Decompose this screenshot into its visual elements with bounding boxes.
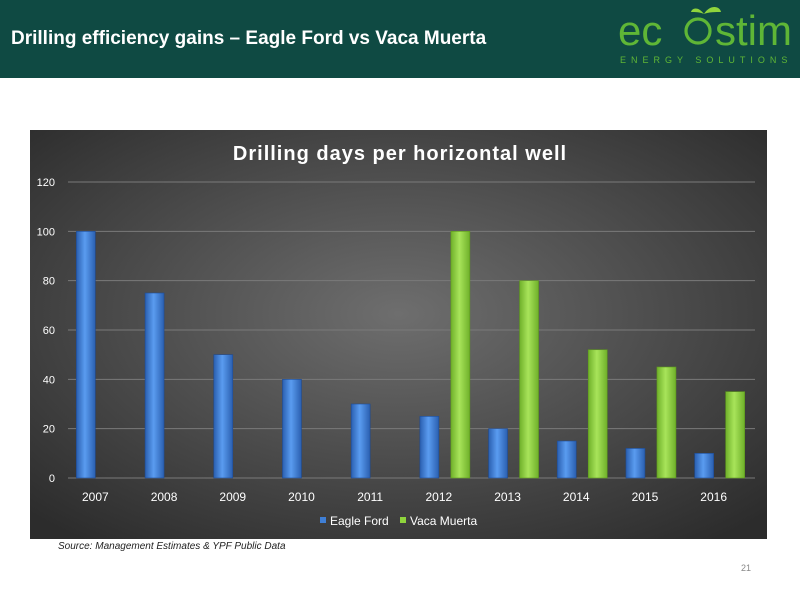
x-tick-label: 2012 bbox=[425, 490, 452, 504]
y-tick-label: 100 bbox=[37, 226, 55, 238]
chart-title: Drilling days per horizontal well bbox=[233, 143, 567, 165]
logo-tagline: ENERGY SOLUTIONS bbox=[620, 55, 793, 65]
x-tick-label: 2014 bbox=[563, 490, 590, 504]
page-number: 21 bbox=[741, 563, 752, 573]
bar-eagle-ford bbox=[350, 403, 371, 479]
y-tick-label: 80 bbox=[43, 276, 55, 288]
y-tick-label: 20 bbox=[43, 424, 55, 436]
bar-vaca-muerta bbox=[656, 366, 677, 479]
svg-text:ec: ec bbox=[618, 7, 662, 54]
bar-vaca-muerta bbox=[725, 391, 745, 479]
y-tick-label: 40 bbox=[43, 374, 55, 386]
x-tick-label: 2011 bbox=[357, 490, 383, 504]
ecostim-logo: ec stim ENERGY SOLUTIONS bbox=[600, 0, 800, 78]
bar-eagle-ford bbox=[488, 428, 508, 479]
legend-swatch bbox=[400, 517, 406, 523]
y-tick-label: 120 bbox=[37, 177, 55, 189]
legend-label: Eagle Ford bbox=[330, 514, 389, 528]
logo-mark: ec stim bbox=[618, 7, 792, 54]
bar-eagle-ford bbox=[694, 453, 714, 479]
x-tick-label: 2010 bbox=[288, 490, 315, 504]
legend-swatch bbox=[320, 517, 326, 523]
legend: Eagle Ford Vaca Muerta bbox=[320, 514, 477, 528]
bar-eagle-ford bbox=[556, 440, 577, 479]
bar-vaca-muerta bbox=[587, 349, 608, 479]
x-tick-label: 2013 bbox=[494, 490, 521, 504]
bar-eagle-ford bbox=[76, 231, 96, 479]
slide-header: Drilling efficiency gains – Eagle Ford v… bbox=[0, 0, 800, 78]
x-tick-label: 2016 bbox=[700, 490, 727, 504]
y-axis-ticks: 0 20 40 60 80 100 120 bbox=[37, 177, 55, 485]
y-tick-label: 60 bbox=[43, 325, 55, 337]
y-tick-label: 0 bbox=[49, 473, 55, 485]
bar-eagle-ford bbox=[419, 416, 440, 479]
x-axis-ticks: 2007 2008 2009 2010 2011 2012 2013 2014 2015 2016 bbox=[82, 490, 727, 504]
x-tick-label: 2009 bbox=[219, 490, 246, 504]
slide-title: Drilling efficiency gains – Eagle Ford v… bbox=[11, 28, 487, 49]
bar-eagle-ford bbox=[282, 379, 302, 479]
x-tick-label: 2008 bbox=[151, 490, 178, 504]
drilling-days-chart: Drilling days per horizontal well 0 20 40 6… bbox=[30, 130, 767, 539]
legend-label: Vaca Muerta bbox=[410, 514, 477, 528]
svg-text:stim: stim bbox=[715, 7, 792, 54]
x-tick-label: 2007 bbox=[82, 490, 109, 504]
bars bbox=[76, 231, 745, 479]
source-note: Source: Management Estimates & YPF Publi… bbox=[58, 541, 286, 552]
chart-container: Drilling days per horizontal well 0 20 40 6… bbox=[30, 130, 767, 539]
x-tick-label: 2015 bbox=[632, 490, 659, 504]
bar-eagle-ford bbox=[625, 448, 646, 479]
gridlines bbox=[68, 181, 755, 479]
bar-vaca-muerta bbox=[450, 231, 471, 479]
bar-eagle-ford bbox=[213, 354, 234, 479]
bar-vaca-muerta bbox=[519, 280, 539, 479]
bar-eagle-ford bbox=[144, 292, 165, 479]
